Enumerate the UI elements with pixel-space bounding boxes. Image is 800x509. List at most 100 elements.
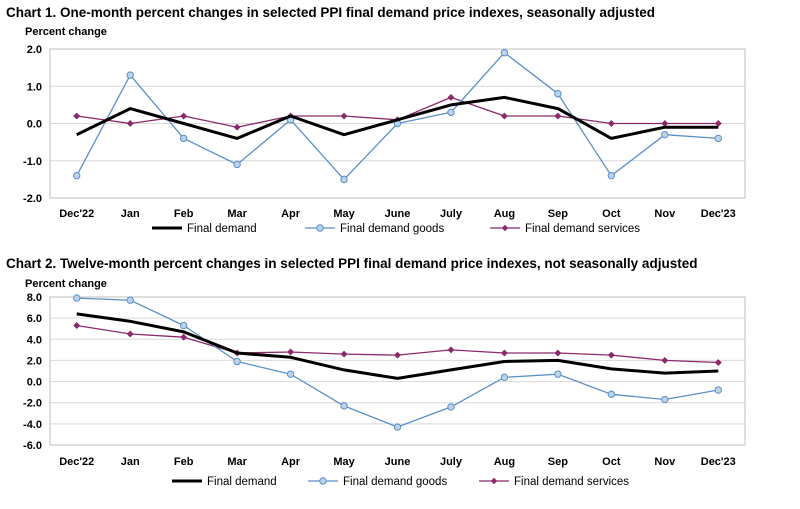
chart-2-legend-final-demand-label: Final demand — [207, 476, 277, 488]
chart-2-x-tick-label: Dec'23 — [701, 456, 736, 468]
chart-1-final-demand-goods-point — [714, 134, 722, 143]
chart-2-x-tick-label: Oct — [602, 456, 621, 468]
chart-2-y-tick-label: 6.0 — [27, 313, 42, 325]
chart-1-x-tick-label: Feb — [174, 208, 194, 220]
chart-2-y-tick-label: 8.0 — [27, 292, 42, 304]
chart-1-x-tick-label: Dec'22 — [59, 208, 94, 220]
chart-2-final-demand-goods-point — [661, 395, 669, 404]
chart-1-final-demand-goods-point — [500, 49, 509, 57]
chart-1-legend-final-demand-services-label: Final demand services — [525, 223, 640, 235]
chart-2-final-demand-point — [610, 367, 613, 370]
chart-1-title: Chart 1. One-month percent changes in se… — [6, 5, 655, 20]
chart-2-y-tick-label: -2.0 — [23, 398, 42, 410]
chart-2-final-demand-services-point — [340, 350, 348, 358]
chart-1-x-tick-label: Aug — [494, 208, 515, 220]
chart-2-y-tick-label: 4.0 — [27, 334, 42, 346]
chart-2-x-tick-label: Feb — [174, 456, 194, 468]
chart-1-x-tick-label: Oct — [602, 208, 621, 220]
chart-2-final-demand-services-point — [447, 346, 455, 354]
chart-2-x-tick-label: June — [385, 456, 411, 468]
chart-1-legend-final-demand-services-marker — [501, 224, 509, 232]
chart-2-final-demand-services-point — [661, 356, 669, 364]
chart-1-final-demand-goods-point — [607, 171, 616, 180]
chart-2-final-demand-services-point — [180, 333, 188, 341]
chart-1-final-demand-goods-point — [126, 71, 134, 79]
chart-1-final-demand-services-point — [233, 123, 241, 131]
chart-1-y-tick-label: 1.0 — [27, 81, 42, 93]
chart-2-x-tick-label: July — [440, 456, 463, 468]
chart-2-final-demand-services-point — [73, 321, 81, 330]
chart-2-x-tick-label: Jan — [121, 456, 140, 468]
chart-2-legend-final-demand-goods-marker — [319, 477, 327, 485]
chart-1-final-demand-services-point — [180, 112, 188, 120]
chart-2-y-tick-label: 2.0 — [27, 355, 42, 367]
chart-2-final-demand-services-point — [126, 330, 134, 338]
chart-2-final-demand-point — [236, 352, 239, 355]
chart-1-final-demand-services-point — [500, 112, 508, 120]
chart-1-final-demand-goods-point — [554, 90, 562, 98]
chart-1-y-tick-label: 0.0 — [27, 119, 42, 131]
chart-2-final-demand-goods-point — [447, 403, 455, 411]
chart-1-final-demand-services-point — [607, 119, 615, 128]
chart-2-final-demand-point — [717, 370, 720, 373]
chart-2-final-demand-point — [449, 368, 452, 371]
chart-2-plot-area — [49, 296, 746, 446]
chart-2-final-demand-services-point — [607, 351, 615, 359]
chart-1-final-demand-line — [76, 95, 719, 140]
chart-2-final-demand-point — [182, 330, 185, 333]
chart-1-y-tick-label: -2.0 — [23, 193, 42, 205]
chart-2-x-tick-label: Apr — [281, 456, 301, 468]
chart-2-final-demand-point — [503, 360, 506, 363]
chart-2-final-demand-goods-point — [714, 386, 722, 394]
chart-2-y-tick-label: -4.0 — [23, 419, 42, 431]
chart-1-y-tick-label: -1.0 — [23, 156, 42, 168]
chart-2-x-tick-label: Mar — [227, 456, 247, 468]
chart-1-legend-final-demand-label: Final demand — [187, 223, 257, 235]
chart-1-y-tick-label: 2.0 — [27, 44, 42, 56]
chart-2-x-tick-label: Sep — [548, 456, 568, 468]
chart-1-final-demand-services-point — [554, 112, 562, 120]
chart-2-final-demand-point — [289, 356, 292, 359]
chart-2-final-demand-services-point — [714, 358, 722, 367]
chart-1-x-tick-label: Dec'23 — [701, 208, 736, 220]
chart-1-final-demand-services-point — [126, 119, 134, 128]
chart-2-final-demand-goods-point — [554, 370, 562, 378]
chart-2-final-demand-goods-point — [393, 423, 402, 431]
chart-2-legend-final-demand-services-marker — [490, 477, 498, 485]
chart-2-final-demand-services-point — [287, 348, 295, 356]
chart-1-x-tick-label: Nov — [654, 208, 676, 220]
chart-1-final-demand-goods-point — [340, 175, 348, 184]
chart-2-final-demand-goods-point — [233, 357, 241, 366]
chart-1-x-tick-label: Jan — [121, 208, 140, 220]
chart-1-legend-final-demand-goods-marker — [316, 224, 324, 232]
chart-2-final-demand-point — [75, 312, 78, 315]
chart-2-title: Chart 2. Twelve-month percent changes in… — [6, 256, 698, 271]
chart-2-final-demand-point — [129, 320, 132, 323]
chart-1-x-tick-label: May — [333, 208, 355, 220]
chart-2-legend-final-demand-goods-label: Final demand goods — [343, 476, 447, 488]
chart-2-final-demand-services-point — [500, 349, 508, 357]
chart-2-y-tick-label: 0.0 — [27, 377, 42, 389]
chart-2-final-demand-goods-point — [286, 370, 295, 378]
chart-2-legend-final-demand-services-label: Final demand services — [514, 476, 629, 488]
chart-1-final-demand-services-point — [447, 93, 455, 101]
chart-1-y-axis-label: Percent change — [25, 26, 107, 38]
chart-1-x-tick-label: Sep — [548, 208, 568, 220]
chart-2-y-tick-label: -6.0 — [23, 440, 42, 452]
chart-1-x-tick-label: July — [440, 208, 463, 220]
chart-1-final-demand-goods-point — [447, 108, 455, 117]
chart-1-final-demand-goods-point — [233, 160, 241, 169]
chart-1-final-demand-services-point — [340, 112, 348, 120]
chart-2-final-demand-goods-point — [179, 321, 188, 330]
chart-2-final-demand-goods-point — [126, 296, 134, 304]
chart-1-x-tick-label: Mar — [227, 208, 247, 220]
chart-2-x-tick-label: Dec'22 — [59, 456, 94, 468]
chart-2-final-demand-point — [663, 372, 666, 375]
chart-2-final-demand-goods-point — [607, 390, 616, 398]
chart-1-final-demand-goods-point — [661, 130, 669, 139]
chart-2-x-tick-label: Nov — [654, 456, 676, 468]
chart-1-x-tick-label: Apr — [281, 208, 301, 220]
chart-1-final-demand-services-point — [73, 112, 81, 120]
